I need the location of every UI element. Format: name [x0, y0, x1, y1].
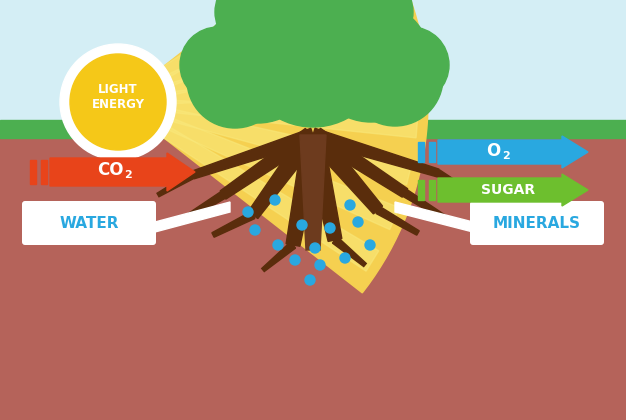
FancyBboxPatch shape [470, 201, 604, 245]
Text: CO: CO [97, 161, 123, 179]
Circle shape [345, 200, 355, 210]
Text: MINERALS: MINERALS [493, 215, 581, 231]
Circle shape [313, 0, 401, 68]
Circle shape [315, 260, 325, 270]
Circle shape [286, 0, 396, 93]
Circle shape [215, 0, 291, 50]
Polygon shape [300, 135, 326, 250]
Polygon shape [332, 237, 366, 267]
FancyArrow shape [438, 174, 588, 206]
Polygon shape [155, 202, 230, 232]
Circle shape [250, 225, 260, 235]
Circle shape [347, 30, 443, 126]
Circle shape [353, 217, 363, 227]
Bar [0, 120, 626, 138]
Polygon shape [157, 172, 195, 197]
Polygon shape [163, 19, 413, 97]
Bar [418, 142, 424, 162]
Polygon shape [192, 129, 316, 179]
FancyArrow shape [50, 153, 195, 191]
Circle shape [273, 240, 283, 250]
Polygon shape [436, 170, 472, 195]
Polygon shape [403, 189, 446, 220]
Circle shape [310, 243, 320, 253]
Bar [30, 160, 36, 184]
Polygon shape [262, 242, 295, 272]
Bar [429, 180, 435, 200]
Polygon shape [311, 128, 439, 177]
Circle shape [200, 7, 316, 123]
Circle shape [297, 220, 307, 230]
Circle shape [270, 195, 280, 205]
Bar [429, 142, 435, 162]
Polygon shape [248, 135, 316, 218]
Circle shape [305, 275, 315, 285]
Polygon shape [303, 133, 342, 242]
Polygon shape [311, 134, 382, 214]
Polygon shape [312, 128, 408, 197]
FancyBboxPatch shape [22, 201, 156, 245]
Circle shape [226, 0, 316, 70]
Polygon shape [212, 211, 255, 237]
Polygon shape [286, 133, 323, 246]
Circle shape [241, 0, 385, 127]
Text: SUGAR: SUGAR [481, 183, 535, 197]
Circle shape [180, 27, 256, 103]
Text: 2: 2 [502, 151, 510, 161]
Polygon shape [118, 0, 428, 293]
Circle shape [290, 255, 300, 265]
Circle shape [243, 207, 253, 217]
Text: WATER: WATER [59, 215, 119, 231]
Circle shape [70, 54, 166, 150]
Circle shape [373, 27, 449, 103]
Circle shape [60, 44, 176, 160]
Polygon shape [163, 108, 413, 185]
Bar [0, 138, 626, 420]
Circle shape [233, 0, 343, 95]
Polygon shape [160, 0, 399, 89]
Text: 2: 2 [124, 170, 132, 180]
Circle shape [263, 0, 363, 72]
Bar [41, 160, 47, 184]
Circle shape [187, 32, 283, 128]
Circle shape [325, 223, 335, 233]
Polygon shape [155, 0, 379, 81]
Circle shape [337, 0, 413, 50]
Polygon shape [165, 100, 418, 138]
Circle shape [311, 2, 431, 122]
Bar [418, 180, 424, 200]
Polygon shape [182, 192, 225, 222]
Circle shape [365, 240, 375, 250]
Polygon shape [160, 115, 399, 230]
FancyArrow shape [438, 136, 588, 168]
Polygon shape [395, 202, 473, 232]
Text: O: O [486, 142, 500, 160]
Polygon shape [165, 66, 418, 104]
Polygon shape [155, 122, 379, 271]
Circle shape [340, 253, 350, 263]
Text: LIGHT
ENERGY: LIGHT ENERGY [91, 83, 145, 111]
Polygon shape [376, 207, 419, 235]
Polygon shape [220, 129, 314, 199]
